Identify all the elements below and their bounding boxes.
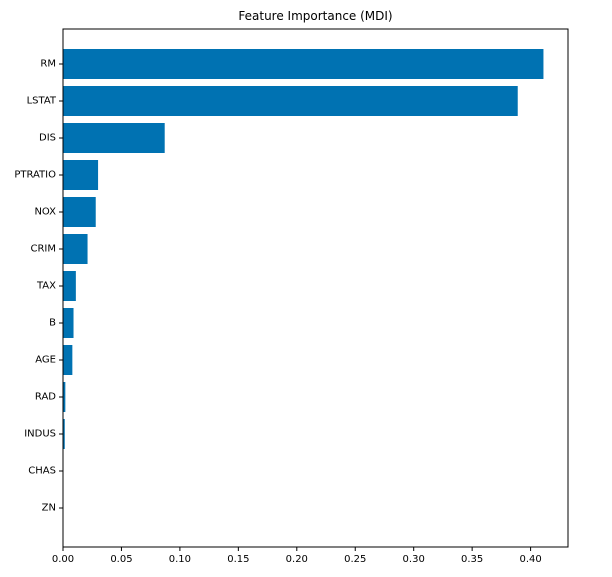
x-tick-label-1: 0.05 (110, 554, 132, 565)
bar-b (63, 308, 74, 338)
bar-indus (63, 419, 65, 449)
plot-frame (62, 28, 569, 548)
x-tick-label-6: 0.30 (403, 554, 425, 565)
y-tick-label-lstat: LSTAT (27, 96, 57, 107)
bar-tax (63, 271, 76, 301)
bar-rad (63, 382, 66, 412)
y-tick-label-indus: INDUS (24, 429, 56, 440)
x-tick-label-5: 0.25 (344, 554, 366, 565)
x-axis: 0.00 0.05 0.10 0.15 0.20 0.25 0.30 0.35 0.40 (52, 547, 542, 565)
bar-dis (63, 123, 165, 153)
y-tick-label-nox: NOX (34, 207, 56, 218)
y-tick-label-dis: DIS (39, 133, 56, 144)
y-tick-label-chas: CHAS (28, 466, 56, 477)
bar-nox (63, 197, 96, 227)
y-axis: RM LSTAT DIS PTRATIO NOX CRIM TAX B AGE RAD INDUS C… (14, 59, 63, 514)
x-tick-label-2: 0.10 (169, 554, 191, 565)
y-tick-label-age: AGE (35, 355, 56, 366)
bars-group (63, 49, 544, 523)
chart-title: Feature Importance (MDI) (238, 9, 392, 23)
y-tick-label-zn: ZN (42, 503, 56, 514)
x-tick-label-4: 0.20 (286, 554, 308, 565)
x-tick-label-0: 0.00 (52, 554, 74, 565)
y-tick-label-crim: CRIM (30, 244, 56, 255)
bar-crim (63, 234, 88, 264)
bar-rm (63, 49, 544, 79)
y-tick-label-tax: TAX (36, 281, 56, 292)
bar-age (63, 345, 73, 375)
y-tick-label-rad: RAD (35, 392, 56, 403)
x-tick-label-3: 0.15 (227, 554, 249, 565)
y-tick-label-rm: RM (40, 59, 56, 70)
y-tick-label-ptratio: PTRATIO (14, 170, 56, 181)
y-tick-label-b: B (49, 318, 56, 329)
bar-lstat (63, 86, 518, 116)
bar-ptratio (63, 160, 99, 190)
x-tick-label-7: 0.35 (461, 554, 483, 565)
x-tick-label-8: 0.40 (519, 554, 541, 565)
